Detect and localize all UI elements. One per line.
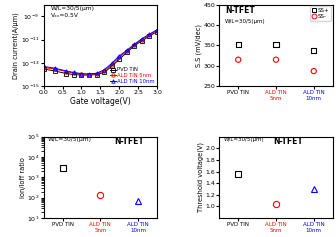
- ALD TiN 10nm: [140, 37, 144, 40]
- ALD TiN 5nm: [79, 73, 83, 75]
- ALD TiN 5nm: [132, 44, 136, 46]
- Text: W/L=30/5(μm): W/L=30/5(μm): [48, 137, 92, 142]
- PVD TiN: [140, 39, 144, 42]
- ALD TiN 10nm: [94, 72, 98, 75]
- Y-axis label: Ion/Ioff ratio: Ion/Ioff ratio: [19, 157, 26, 198]
- PVD TiN: [72, 73, 76, 76]
- PVD TiN: [64, 72, 68, 75]
- ALD TiN 10nm: [155, 28, 159, 31]
- ALD TiN 10nm: [117, 55, 121, 57]
- Text: W/L=30/5(μm): W/L=30/5(μm): [225, 19, 266, 24]
- Text: N-TFET: N-TFET: [274, 137, 303, 146]
- ALD TiN 10nm: [148, 33, 152, 36]
- ALD TiN 10nm: [87, 73, 91, 75]
- Point: [236, 58, 241, 62]
- Line: PVD TiN: PVD TiN: [42, 30, 159, 77]
- Point: [311, 48, 317, 52]
- PVD TiN: [125, 51, 129, 54]
- ALD TiN 10nm: [110, 62, 114, 65]
- X-axis label: Gate voltage(V): Gate voltage(V): [70, 97, 131, 106]
- PVD TiN: [132, 44, 136, 47]
- ALD TiN 10nm: [53, 67, 57, 70]
- ALD TiN 5nm: [117, 56, 121, 59]
- Point: [311, 69, 317, 73]
- ALD TiN 10nm: [102, 68, 106, 71]
- Y-axis label: Drain current(A/μm): Drain current(A/μm): [13, 12, 19, 79]
- PVD TiN: [94, 73, 98, 76]
- Point: [273, 43, 279, 46]
- ALD TiN 5nm: [42, 66, 46, 69]
- Text: N-TFET: N-TFET: [114, 137, 144, 146]
- Point: [273, 58, 279, 62]
- ALD TiN 5nm: [125, 50, 129, 53]
- PVD TiN: [155, 30, 159, 33]
- Line: ALD TiN 10nm: ALD TiN 10nm: [42, 28, 159, 76]
- PVD TiN: [42, 68, 46, 70]
- Y-axis label: S.S (mV/dec): S.S (mV/dec): [196, 24, 202, 67]
- PVD TiN: [148, 35, 152, 37]
- ALD TiN 10nm: [64, 70, 68, 73]
- ALD TiN 5nm: [94, 72, 98, 75]
- ALD TiN 5nm: [102, 70, 106, 73]
- Text: W/L=30/5(μm)
Vₓₓ=0.5V: W/L=30/5(μm) Vₓₓ=0.5V: [50, 6, 94, 18]
- PVD TiN: [110, 65, 114, 68]
- Point: [236, 43, 241, 46]
- Y-axis label: Threshold voltage(V): Threshold voltage(V): [197, 142, 204, 212]
- ALD TiN 10nm: [42, 65, 46, 68]
- Legend: PVD TiN, ALD TiN 5nm, ALD TiN 10nm: PVD TiN, ALD TiN 5nm, ALD TiN 10nm: [109, 66, 156, 85]
- ALD TiN 10nm: [132, 43, 136, 46]
- ALD TiN 5nm: [64, 70, 68, 73]
- Text: N-TFET: N-TFET: [225, 5, 255, 14]
- ALD TiN 5nm: [87, 73, 91, 76]
- ALD TiN 10nm: [125, 49, 129, 52]
- ALD TiN 10nm: [72, 71, 76, 74]
- PVD TiN: [87, 74, 91, 77]
- PVD TiN: [102, 71, 106, 74]
- ALD TiN 5nm: [110, 63, 114, 66]
- ALD TiN 5nm: [140, 38, 144, 41]
- PVD TiN: [53, 70, 57, 73]
- ALD TiN 5nm: [155, 29, 159, 32]
- ALD TiN 10nm: [79, 72, 83, 75]
- ALD TiN 5nm: [72, 72, 76, 75]
- PVD TiN: [117, 58, 121, 61]
- PVD TiN: [79, 74, 83, 77]
- ALD TiN 5nm: [148, 34, 152, 36]
- Text: W/L=30/5(μm): W/L=30/5(μm): [224, 137, 264, 142]
- Line: ALD TiN 5nm: ALD TiN 5nm: [42, 29, 159, 76]
- Legend: SS+, SS-: SS+, SS-: [310, 6, 331, 21]
- ALD TiN 5nm: [53, 68, 57, 70]
